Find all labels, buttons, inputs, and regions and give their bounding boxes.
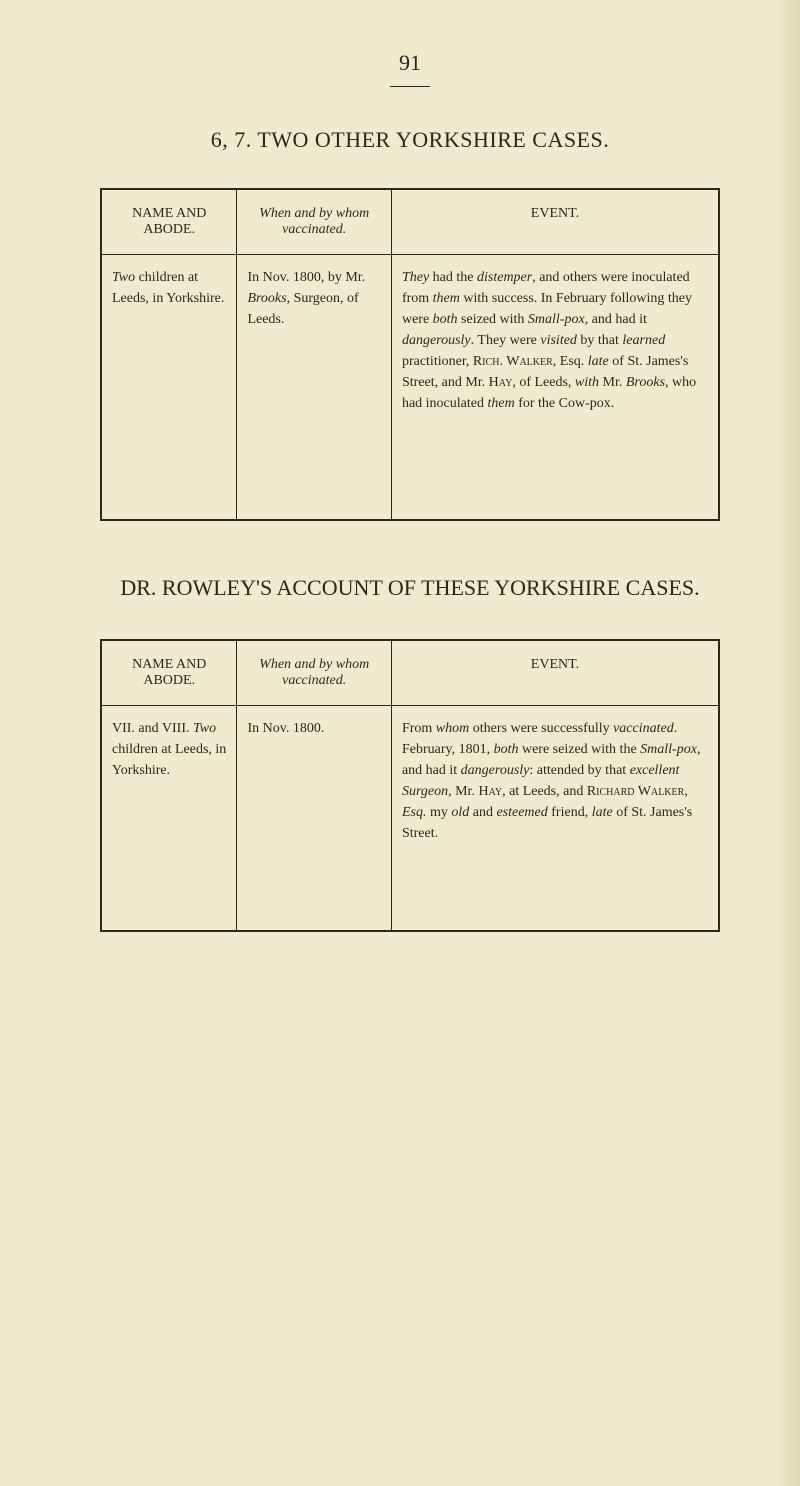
column-header-name: NAME AND ABODE.: [101, 189, 237, 255]
table-row: Two children at Leeds, in Yorkshire. In …: [101, 255, 719, 521]
cell-name-abode: VII. and VIII. Two children at Leeds, in…: [101, 706, 237, 932]
table-row: VII. and VIII. Two children at Leeds, in…: [101, 706, 719, 932]
table-header-row: NAME AND ABODE. When and by whom vaccina…: [101, 640, 719, 706]
column-header-name: NAME AND ABODE.: [101, 640, 237, 706]
cell-name-abode: Two children at Leeds, in Yorkshire.: [101, 255, 237, 521]
cell-event: From whom others were successfully vacci…: [391, 706, 719, 932]
cell-event: They had the distemper, and others were …: [391, 255, 719, 521]
separator-line: [390, 86, 430, 87]
page-shadow: [775, 0, 800, 1486]
table-rowley-account: NAME AND ABODE. When and by whom vaccina…: [100, 639, 720, 932]
column-header-event: EVENT.: [391, 189, 719, 255]
column-header-event: EVENT.: [391, 640, 719, 706]
table-header-row: NAME AND ABODE. When and by whom vaccina…: [101, 189, 719, 255]
document-page: 91 6, 7. TWO OTHER YORKSHIRE CASES. NAME…: [0, 0, 800, 1022]
table-yorkshire-cases: NAME AND ABODE. When and by whom vaccina…: [100, 188, 720, 521]
page-number: 91: [100, 50, 720, 76]
section-title-1: 6, 7. TWO OTHER YORKSHIRE CASES.: [100, 127, 720, 153]
cell-when-whom: In Nov. 1800.: [237, 706, 392, 932]
column-header-when: When and by whom vaccinated.: [237, 640, 392, 706]
column-header-when: When and by whom vaccinated.: [237, 189, 392, 255]
cell-when-whom: In Nov. 1800, by Mr. Brooks, Surgeon, of…: [237, 255, 392, 521]
section-title-2: DR. ROWLEY'S ACCOUNT OF THESE YORKSHIRE …: [100, 571, 720, 604]
